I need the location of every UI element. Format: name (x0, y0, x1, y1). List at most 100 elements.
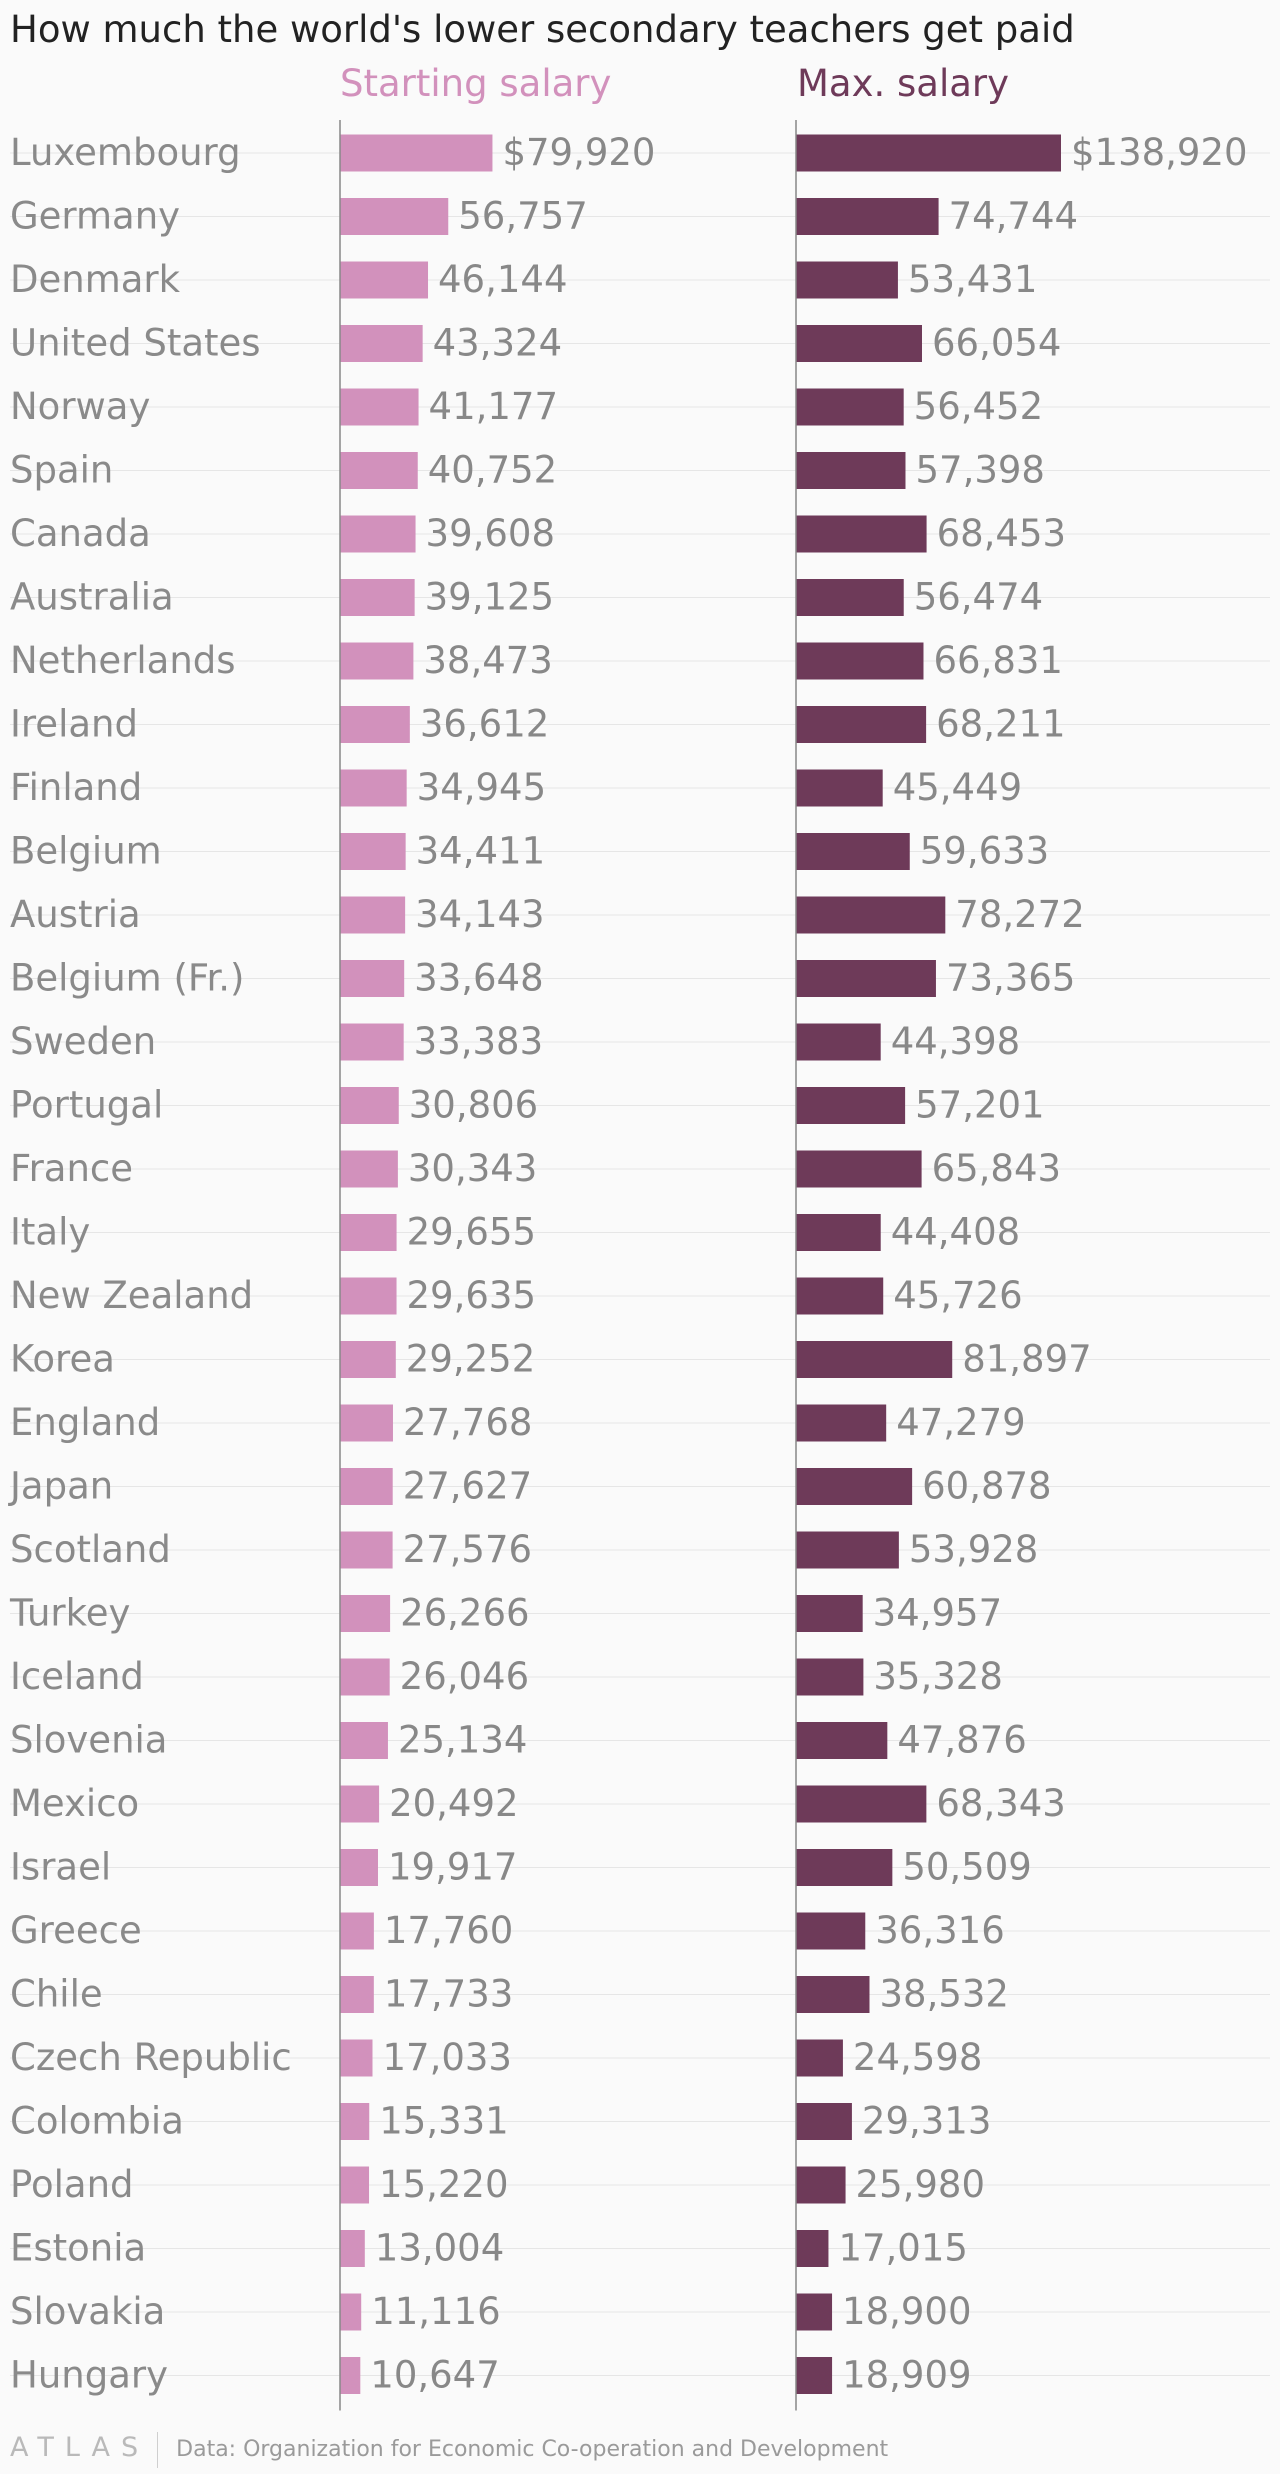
value-label-max: 53,928 (909, 1528, 1038, 1571)
category-label: Chile (10, 1973, 103, 2016)
bar-starting (340, 261, 429, 299)
bar-starting (340, 1023, 404, 1061)
atlas-logo: ATLAS (10, 2432, 150, 2463)
bar-max (796, 1849, 893, 1886)
category-label: Czech Republic (10, 2036, 292, 2079)
value-label-starting: 40,752 (428, 449, 557, 492)
bar-starting (340, 2293, 362, 2331)
value-label-starting: 25,134 (398, 1719, 527, 1762)
bar-starting (340, 2103, 370, 2140)
bar-max (796, 1087, 906, 1124)
category-label: Turkey (9, 1592, 130, 1635)
bar-starting (340, 515, 416, 553)
value-label-max: 66,054 (932, 322, 1061, 365)
footer: ATLAS Data: Organization for Economic Co-… (10, 2432, 888, 2468)
value-label-starting: 17,760 (384, 1909, 513, 1952)
category-label: Finland (10, 766, 142, 809)
bar-max (796, 896, 946, 934)
bar-starting (340, 960, 405, 997)
bar-max (796, 515, 927, 553)
value-label-starting: 39,125 (425, 576, 554, 619)
bar-starting (340, 1976, 374, 2013)
bar-max (796, 2230, 829, 2267)
value-label-max: 81,897 (962, 1338, 1091, 1381)
value-label-starting: 36,612 (420, 703, 549, 746)
value-label-max: 35,328 (873, 1655, 1002, 1698)
value-label-starting: 30,343 (408, 1147, 537, 1190)
bar-starting (340, 1087, 399, 1124)
category-label: Denmark (10, 258, 181, 301)
category-label: Ireland (10, 703, 138, 746)
bar-max (796, 261, 898, 299)
bar-starting (340, 896, 406, 934)
bar-max (796, 1722, 888, 1759)
category-label: Austria (10, 893, 141, 936)
bar-max (796, 198, 939, 235)
value-label-max: 44,408 (891, 1211, 1020, 1254)
category-label: Australia (10, 576, 174, 619)
bar-max (796, 1214, 881, 1251)
bar-starting (340, 198, 449, 235)
value-label-starting: 13,004 (375, 2227, 504, 2270)
value-label-starting: 43,324 (433, 322, 562, 365)
value-label-starting: 15,220 (379, 2163, 508, 2206)
value-label-max: 38,532 (880, 1973, 1009, 2016)
category-label: Slovenia (10, 1719, 167, 1762)
value-label-starting: 20,492 (389, 1782, 518, 1825)
value-label-max: 68,453 (937, 512, 1066, 555)
chart-title: How much the world's lower secondary tea… (10, 8, 1075, 51)
category-label: Belgium (10, 830, 162, 873)
category-label: Scotland (10, 1528, 171, 1571)
value-label-max: 18,900 (842, 2290, 971, 2333)
category-label: Spain (10, 449, 113, 492)
value-label-max: 44,398 (891, 1020, 1020, 1063)
bar-starting (340, 1404, 393, 1442)
category-label: Iceland (10, 1655, 144, 1698)
value-label-max: 68,211 (936, 703, 1065, 746)
bar-starting (340, 833, 406, 870)
value-label-starting: 10,647 (370, 2354, 499, 2397)
bar-starting (340, 1912, 374, 1950)
value-label-starting: 56,757 (458, 195, 587, 238)
category-label: Germany (10, 195, 180, 238)
category-label: Netherlands (10, 639, 236, 682)
value-label-max: 18,909 (842, 2354, 971, 2397)
bar-max (796, 833, 910, 870)
category-label: Japan (8, 1465, 113, 1508)
value-label-max: 78,272 (955, 893, 1084, 936)
value-label-max: 59,633 (920, 830, 1049, 873)
value-label-starting: 19,917 (388, 1846, 517, 1889)
value-label-starting: 41,177 (429, 385, 558, 428)
value-label-max: 65,843 (932, 1147, 1061, 1190)
category-label: Sweden (10, 1020, 156, 1063)
bar-starting (340, 1150, 398, 1188)
bar-starting (340, 1214, 397, 1251)
value-label-max: 57,398 (915, 449, 1044, 492)
bar-max (796, 1531, 899, 1569)
value-label-max: 36,316 (875, 1909, 1004, 1952)
bar-max (796, 2293, 833, 2331)
value-label-max: 60,878 (922, 1465, 1051, 1508)
category-label: Poland (10, 2163, 134, 2206)
bar-starting (340, 1849, 378, 1886)
category-label: Slovakia (10, 2290, 165, 2333)
bar-max (796, 1150, 922, 1188)
bar-max (796, 1277, 884, 1315)
bar-starting (340, 452, 418, 489)
bar-starting (340, 2230, 365, 2267)
bar-max (796, 579, 904, 616)
bar-max (796, 2103, 852, 2140)
value-label-starting: 30,806 (409, 1084, 538, 1127)
bar-max (796, 642, 924, 680)
value-label-max: 45,726 (893, 1274, 1022, 1317)
category-label: Mexico (10, 1782, 139, 1825)
bar-max (796, 2039, 843, 2077)
value-label-max: $138,920 (1071, 131, 1248, 174)
value-label-max: 74,744 (949, 195, 1078, 238)
value-label-starting: 34,143 (415, 893, 544, 936)
value-label-starting: 17,733 (384, 1973, 513, 2016)
bar-max (796, 325, 923, 362)
value-label-max: 66,831 (933, 639, 1062, 682)
